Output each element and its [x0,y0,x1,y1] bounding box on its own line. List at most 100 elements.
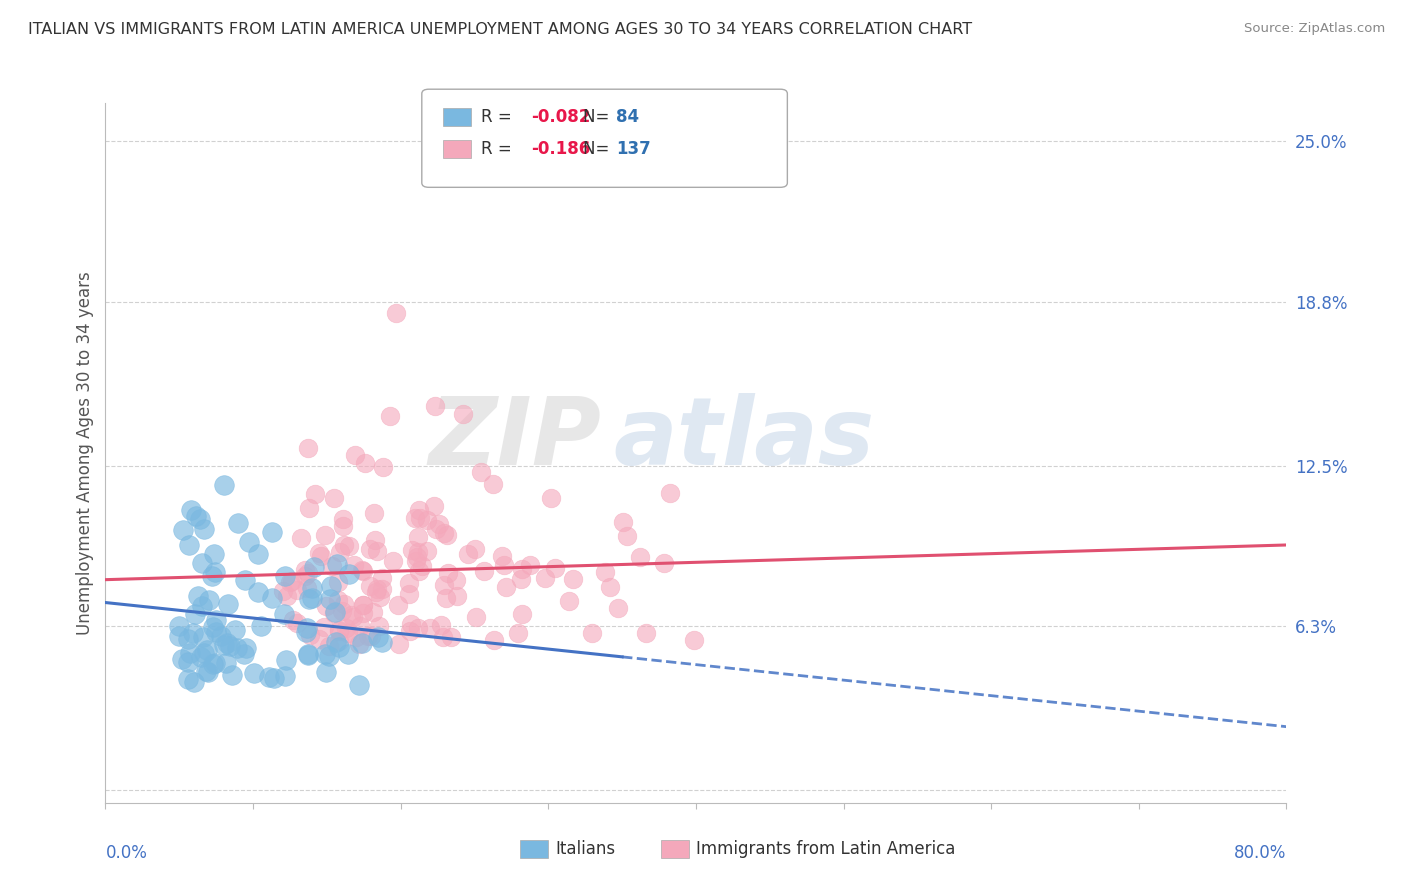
Text: 0.0%: 0.0% [105,845,148,863]
Point [328,624,350,638]
Point [352,563,374,577]
Point [366,582,388,596]
Point [360,629,382,643]
Point [416,513,439,527]
Text: N=: N= [583,140,614,158]
Point [364,585,387,599]
Point [314,528,336,542]
Point [247,585,270,599]
Point [581,625,603,640]
Point [399,624,422,639]
Point [682,632,704,647]
Point [235,640,257,655]
Point [423,499,446,513]
Point [470,465,492,479]
Text: Italians: Italians [555,840,616,858]
Point [332,518,354,533]
Point [337,567,360,582]
Point [319,579,342,593]
Point [509,573,531,587]
Point [323,491,346,505]
Point [398,576,420,591]
Text: R =: R = [481,140,517,158]
Point [281,613,304,627]
Point [616,529,638,543]
Point [367,630,389,644]
Point [612,515,634,529]
Point [368,619,391,633]
Point [427,516,450,531]
Point [387,599,409,613]
Point [295,621,318,635]
Point [259,670,281,684]
Point [332,512,354,526]
Point [434,591,457,606]
Point [247,547,270,561]
Point [281,574,304,589]
Point [328,593,350,607]
Point [312,620,335,634]
Point [177,537,200,551]
Point [212,478,235,492]
Point [309,549,332,563]
Point [411,558,433,573]
Point [406,621,429,635]
Point [262,524,284,539]
Text: Immigrants from Latin America: Immigrants from Latin America [696,840,955,858]
Point [274,653,297,667]
Point [335,621,357,635]
Point [342,610,364,624]
Point [339,607,361,622]
Point [436,566,458,580]
Point [180,503,202,517]
Point [359,579,381,593]
Point [363,605,385,619]
Point [464,610,486,624]
Point [250,619,273,633]
Point [262,591,284,606]
Point [562,572,585,586]
Point [169,618,191,632]
Point [205,613,228,627]
Point [233,648,256,662]
Point [301,581,323,595]
Point [204,656,226,670]
Point [399,617,422,632]
Point [333,597,356,611]
Point [183,675,205,690]
Point [298,628,321,642]
Point [406,545,429,559]
Point [191,630,214,644]
Point [398,586,420,600]
Point [297,647,319,661]
Text: ZIP: ZIP [429,392,602,484]
Point [204,565,226,579]
Point [366,544,388,558]
Point [593,566,616,580]
Point [238,534,260,549]
Point [464,542,486,557]
Point [181,626,204,640]
Point [508,625,530,640]
Point [295,625,318,640]
Point [190,557,212,571]
Text: atlas: atlas [613,392,875,484]
Point [510,561,533,575]
Point [328,640,350,654]
Point [363,506,385,520]
Point [326,557,349,571]
Point [314,648,336,662]
Point [321,558,343,573]
Point [202,547,225,561]
Point [297,441,319,455]
Text: -0.186: -0.186 [531,140,591,158]
Point [226,640,249,655]
Point [326,574,349,589]
Point [652,556,675,570]
Point [433,525,456,540]
Point [419,621,441,635]
Point [212,638,235,652]
Point [433,578,456,592]
Point [195,643,218,657]
Point [628,549,651,564]
